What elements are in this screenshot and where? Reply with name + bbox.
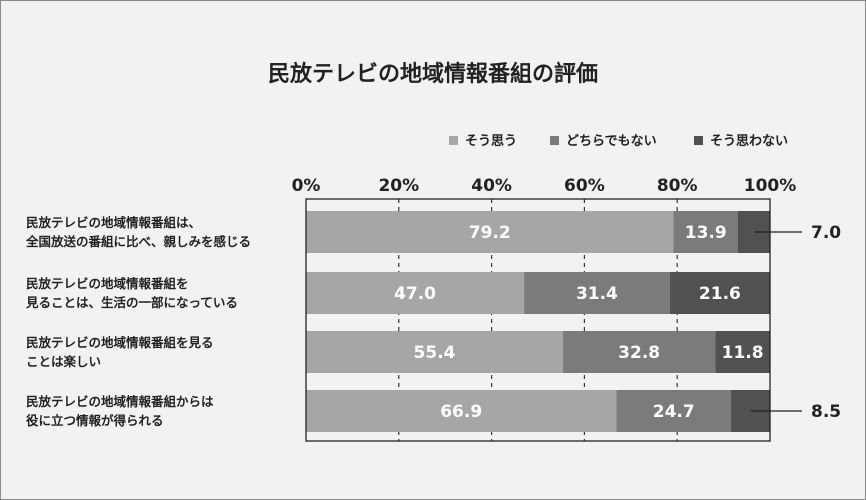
bar-segment: [563, 331, 716, 373]
plot-border: [305, 198, 771, 442]
bar-segment: [616, 390, 732, 432]
legend-label: どちらでもない: [566, 134, 657, 149]
data-label: 32.8: [618, 343, 660, 363]
bar-segment: [306, 390, 617, 432]
category-label: 見ることは、生活の一部になっている: [25, 295, 238, 310]
bar-segment: [306, 211, 674, 253]
x-tick-label: 40%: [471, 176, 512, 196]
bar-segment: [715, 331, 770, 373]
data-label: 11.8: [722, 343, 764, 363]
bars: 79.2 13.9 7.0 47.0 31.4 21.6 55.4 32.8 11.8 66.9 2…: [306, 211, 841, 432]
legend: そう思う どちらでもない そう思わない: [449, 134, 788, 149]
data-label: 13.9: [685, 223, 727, 243]
category-label: 民放テレビの地域情報番組を見る: [26, 335, 214, 350]
x-tick-label: 60%: [564, 176, 605, 196]
data-label: 21.6: [699, 284, 741, 304]
category-label: 民放テレビの地域情報番組は、: [26, 215, 201, 230]
category-label: 民放テレビの地域情報番組からは: [26, 394, 214, 409]
data-label: 31.4: [576, 284, 618, 304]
category-label: 役に立つ情報が得られる: [26, 413, 164, 428]
category-label: 民放テレビの地域情報番組を: [26, 276, 189, 291]
data-label: 24.7: [653, 402, 695, 422]
legend-label: そう思う: [465, 134, 517, 149]
bar-segment: [669, 272, 770, 314]
data-label-outside: 8.5: [811, 402, 841, 422]
data-label: 79.2: [469, 223, 511, 243]
x-tick-label: 0%: [292, 176, 321, 196]
category-labels: 民放テレビの地域情報番組は、全国放送の番組に比べ、親しみを感じる民放テレビの地域…: [25, 215, 251, 428]
chart-title: 民放テレビの地域情報番組の評価: [268, 61, 598, 87]
bar-segment: [306, 331, 564, 373]
data-label: 55.4: [414, 343, 456, 363]
bar-segment: [524, 272, 670, 314]
data-label: 47.0: [394, 284, 436, 304]
legend-swatch: [449, 136, 458, 145]
legend-swatch: [694, 136, 703, 145]
data-label-outside: 7.0: [811, 223, 841, 243]
category-label: 全国放送の番組に比べ、親しみを感じる: [25, 234, 251, 249]
bar-segment: [673, 211, 738, 253]
legend-swatch: [550, 136, 559, 145]
x-tick-label: 100%: [744, 176, 797, 196]
x-tick-label: 20%: [378, 176, 419, 196]
legend-label: そう思わない: [710, 134, 788, 149]
category-label: ことは楽しい: [26, 354, 101, 369]
x-axis-ticks: 0% 20% 40% 60% 80% 100%: [292, 176, 797, 196]
x-tick-label: 80%: [657, 176, 698, 196]
bar-segment: [306, 272, 525, 314]
data-label: 66.9: [440, 402, 482, 422]
